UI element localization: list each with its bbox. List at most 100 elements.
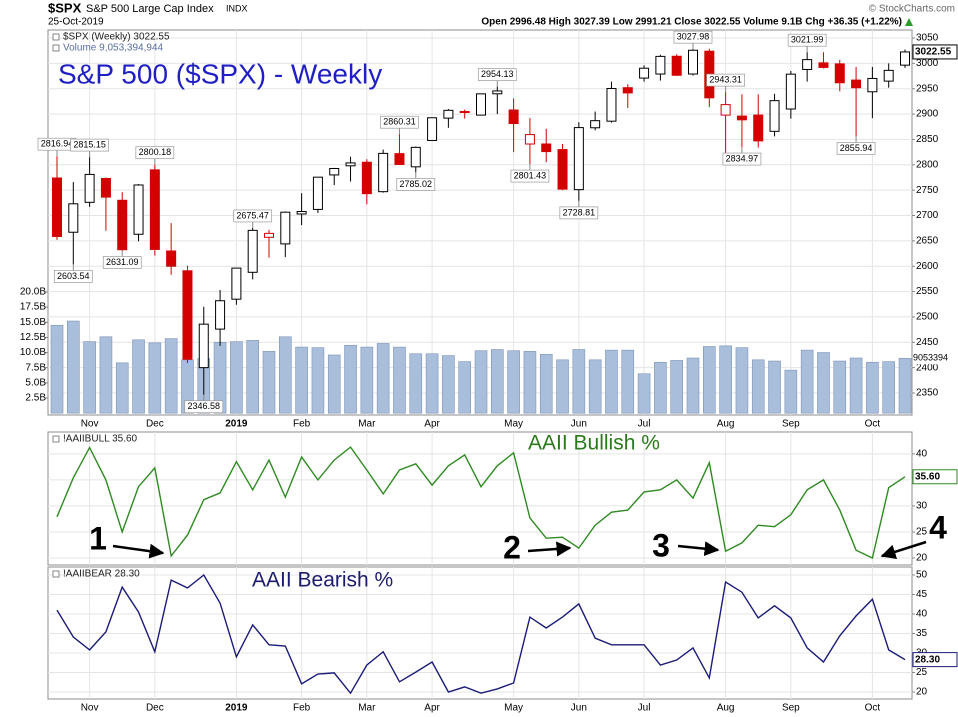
y-tick-label: 2650 [916, 235, 939, 246]
y-tick-label: 2500 [916, 312, 939, 323]
y-tick-label: 2850 [916, 134, 939, 145]
volume-bar [50, 324, 64, 414]
annotation-box [787, 33, 827, 47]
candle-body [851, 79, 862, 89]
annotation-box [53, 270, 93, 283]
candle-body [900, 51, 910, 66]
candle-body [52, 177, 62, 237]
annotation-box [722, 152, 762, 166]
arrows [112, 540, 927, 560]
volume-bar [703, 346, 716, 414]
annotation-box [380, 115, 419, 129]
x-tick-label: Jun [571, 703, 587, 714]
y-tick-label: 3050 [916, 33, 939, 44]
candle-body [68, 203, 79, 233]
volume-bar [898, 358, 912, 414]
annotation-label: 2860.31 [383, 117, 416, 127]
quote: Open 2996.48 High 3027.39 Low 2991.21 Cl… [481, 17, 902, 28]
volume-bar [849, 357, 863, 414]
annotation-box [184, 400, 224, 414]
panel [47, 431, 913, 566]
volume-bar [360, 346, 374, 414]
y-tick-label: 25 [916, 667, 928, 678]
volume-bar [751, 359, 765, 414]
legend-label: !AAIIBULL 35.60 [63, 434, 138, 445]
candle-body [508, 109, 519, 125]
candle-body [443, 109, 454, 119]
y-tick-label: 2450 [916, 337, 939, 348]
candle-body [736, 115, 747, 121]
candle-body [410, 146, 421, 168]
y-tick-label: 2800 [916, 159, 939, 170]
candle-body [133, 184, 144, 235]
x-tick-label: Feb [293, 703, 311, 714]
y-tick-label: 2700 [916, 210, 939, 221]
y-tick-label: 2400 [916, 362, 939, 373]
x-tick-label: Jul [638, 419, 651, 430]
y-tick-label: 40 [916, 449, 928, 460]
annotation-box [233, 209, 273, 223]
annotation-box [673, 30, 713, 44]
y-tick-label: 45 [916, 589, 928, 600]
volume-bar [768, 360, 781, 414]
y2-tick-label: 7.5B [25, 362, 46, 373]
last-value-label: 28.30 [915, 654, 940, 665]
candle-body [769, 100, 780, 132]
legend-swatch [52, 570, 60, 578]
last-value-box [912, 469, 958, 485]
candle-body [720, 104, 731, 116]
candle-body [231, 267, 242, 300]
x-tick-label: Oct [865, 703, 881, 714]
volume-bar [148, 342, 162, 414]
volume-bar [311, 347, 325, 414]
candle-body [215, 300, 226, 330]
y-tick-label: 35 [916, 628, 928, 639]
up-icon [905, 18, 913, 26]
x-tick-label: Jul [638, 703, 651, 714]
volume-bar [539, 354, 553, 414]
x-tick-label: Sep [782, 703, 800, 714]
annotation-box [102, 256, 142, 269]
candle-body [524, 134, 535, 145]
candle-body [280, 211, 291, 245]
volume-bar [376, 343, 390, 414]
y2-tick-label: 10.0B [20, 347, 46, 358]
candle-body [84, 173, 95, 203]
y-tick-label: 25 [916, 527, 928, 538]
candle-body [639, 67, 650, 79]
volume-bar [393, 346, 406, 414]
volume-bar [279, 336, 292, 414]
y-tick-label: 20 [916, 553, 928, 564]
annotation-label: 2603.54 [57, 271, 90, 281]
annotation-label: 3027.98 [677, 32, 710, 42]
last-value-box [912, 652, 958, 668]
y-tick-label: 3000 [916, 58, 939, 69]
volume-bar [409, 353, 423, 414]
annotation-box [559, 206, 599, 220]
date: 25-Oct-2019 [48, 17, 104, 28]
x-tick-label: Jun [571, 419, 587, 430]
last-value-label: 3022.55 [915, 47, 952, 58]
candle-body [753, 114, 764, 142]
volume-bar [556, 359, 569, 414]
panel-title: AAII Bearish % [252, 569, 393, 592]
index-name: S&P 500 Large Cap Index [86, 3, 214, 15]
annotation-number: 4 [929, 509, 947, 545]
volume-bar [164, 338, 178, 414]
annotation-label: 2834.97 [726, 153, 759, 163]
y-tick-label: 2950 [916, 83, 939, 94]
volume-last-box [913, 352, 958, 365]
legend-swatch [52, 435, 60, 443]
y2-tick-label: 15.0B [20, 317, 46, 328]
volume-bar [132, 339, 145, 414]
volume-bar [295, 346, 308, 414]
annotation-label: 2816.94 [41, 139, 74, 149]
candle-body [834, 63, 845, 84]
candle-body [671, 55, 682, 76]
annotation-label: 2855.94 [840, 143, 873, 153]
annotation-label: 2954.13 [481, 69, 514, 79]
annotation-label: 2728.81 [563, 207, 596, 217]
candle-body [182, 270, 193, 360]
